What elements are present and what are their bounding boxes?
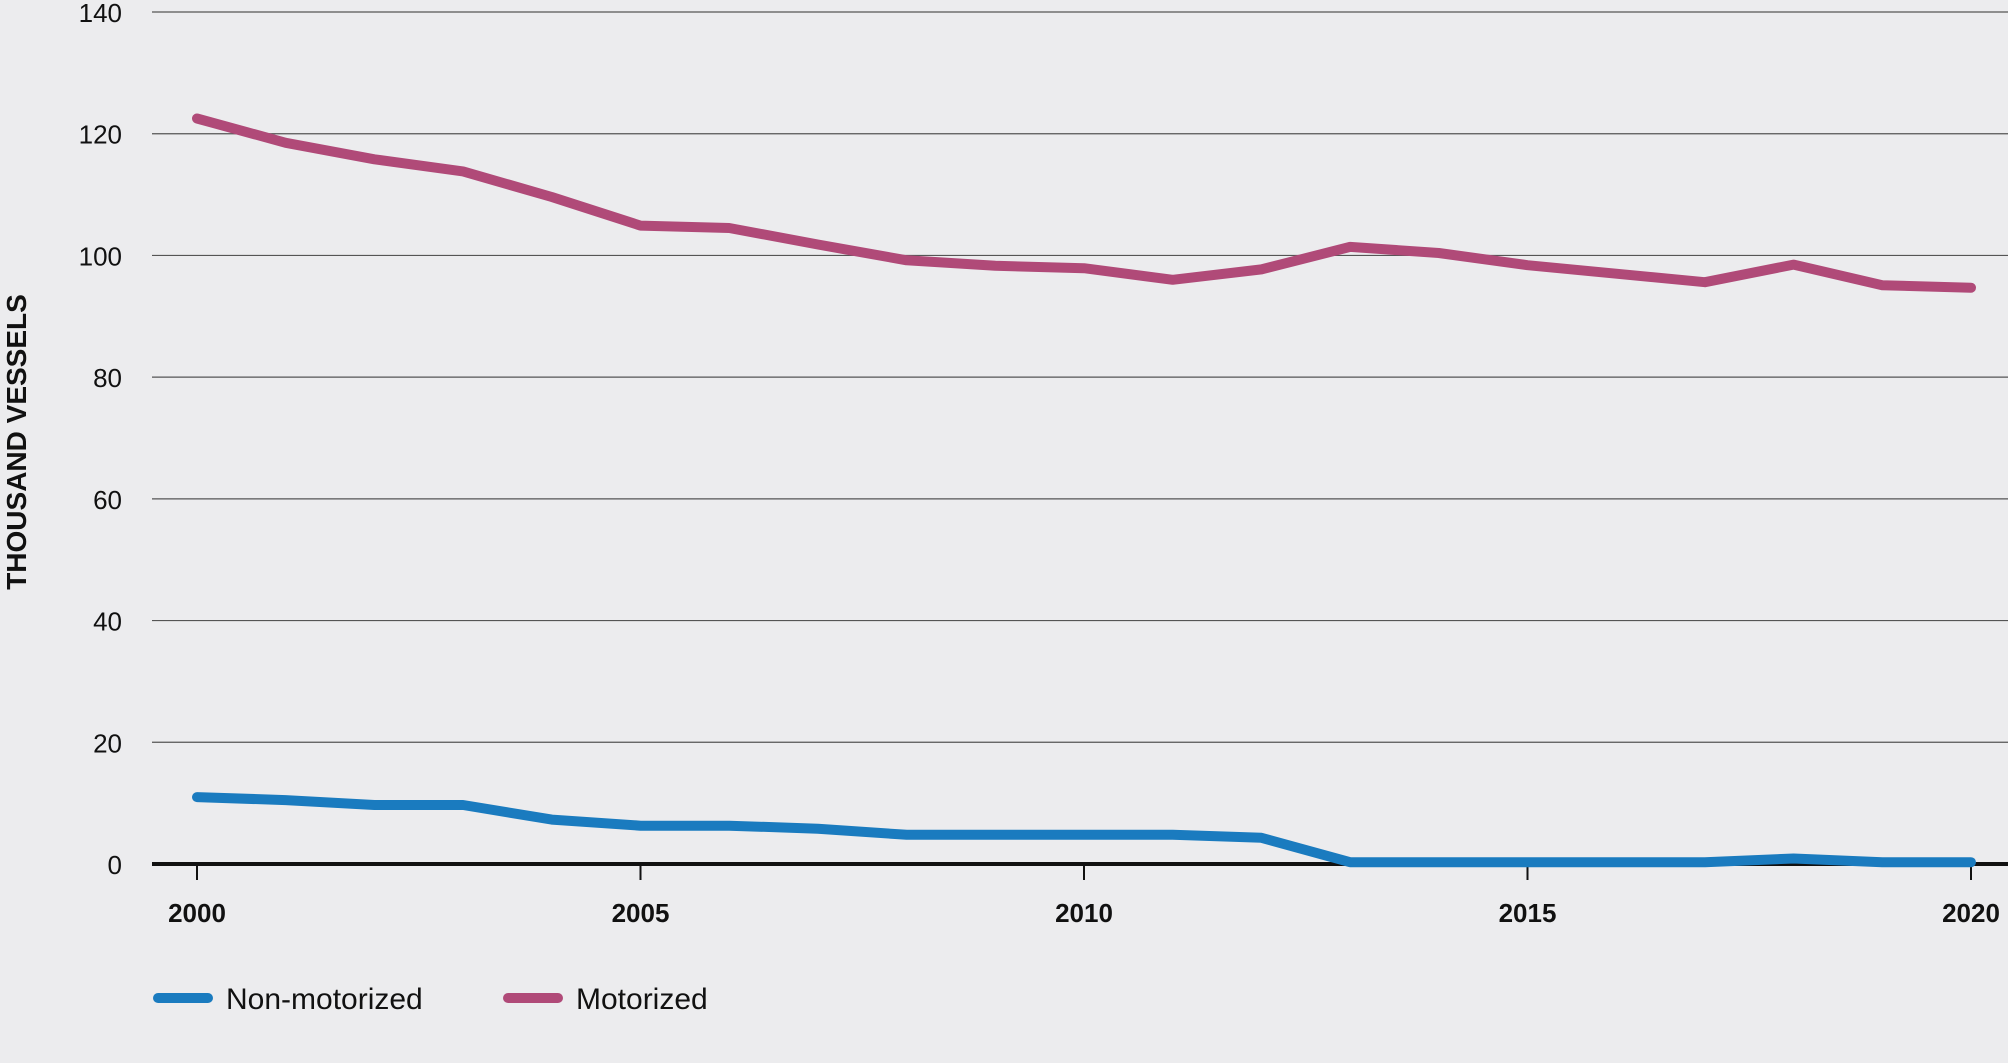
series-line-non-motorized bbox=[192, 792, 1976, 868]
legend-label-non-motorized: Non-motorized bbox=[226, 983, 423, 1016]
y-axis-title: THOUSAND VESSELS bbox=[1, 294, 32, 590]
legend: Non-motorized Motorized bbox=[153, 983, 708, 1016]
y-tick-label-140: 140 bbox=[79, 0, 122, 28]
y-tick-label-80: 80 bbox=[93, 363, 122, 393]
y-tick-label-40: 40 bbox=[93, 607, 122, 637]
grid-lines bbox=[152, 11, 2008, 866]
x-tick-label-2005: 2005 bbox=[612, 898, 670, 928]
y-axis-ticks: 0 20 40 60 80 100 120 140 bbox=[79, 0, 122, 880]
series-lines bbox=[192, 113, 1976, 868]
x-tick-label-2010: 2010 bbox=[1055, 898, 1113, 928]
series-line-motorized bbox=[192, 113, 1976, 293]
y-tick-label-20: 20 bbox=[93, 728, 122, 758]
y-tick-label-120: 120 bbox=[79, 120, 122, 150]
legend-label-motorized: Motorized bbox=[576, 983, 708, 1016]
x-axis-ticks: 2000 2005 2010 2015 2020 bbox=[168, 864, 2000, 928]
x-tick-label-2000: 2000 bbox=[168, 898, 226, 928]
y-tick-label-100: 100 bbox=[79, 241, 122, 271]
x-tick-label-2015: 2015 bbox=[1499, 898, 1557, 928]
y-tick-label-0: 0 bbox=[108, 850, 122, 880]
y-tick-label-60: 60 bbox=[93, 485, 122, 515]
x-tick-label-2020: 2020 bbox=[1942, 898, 2000, 928]
